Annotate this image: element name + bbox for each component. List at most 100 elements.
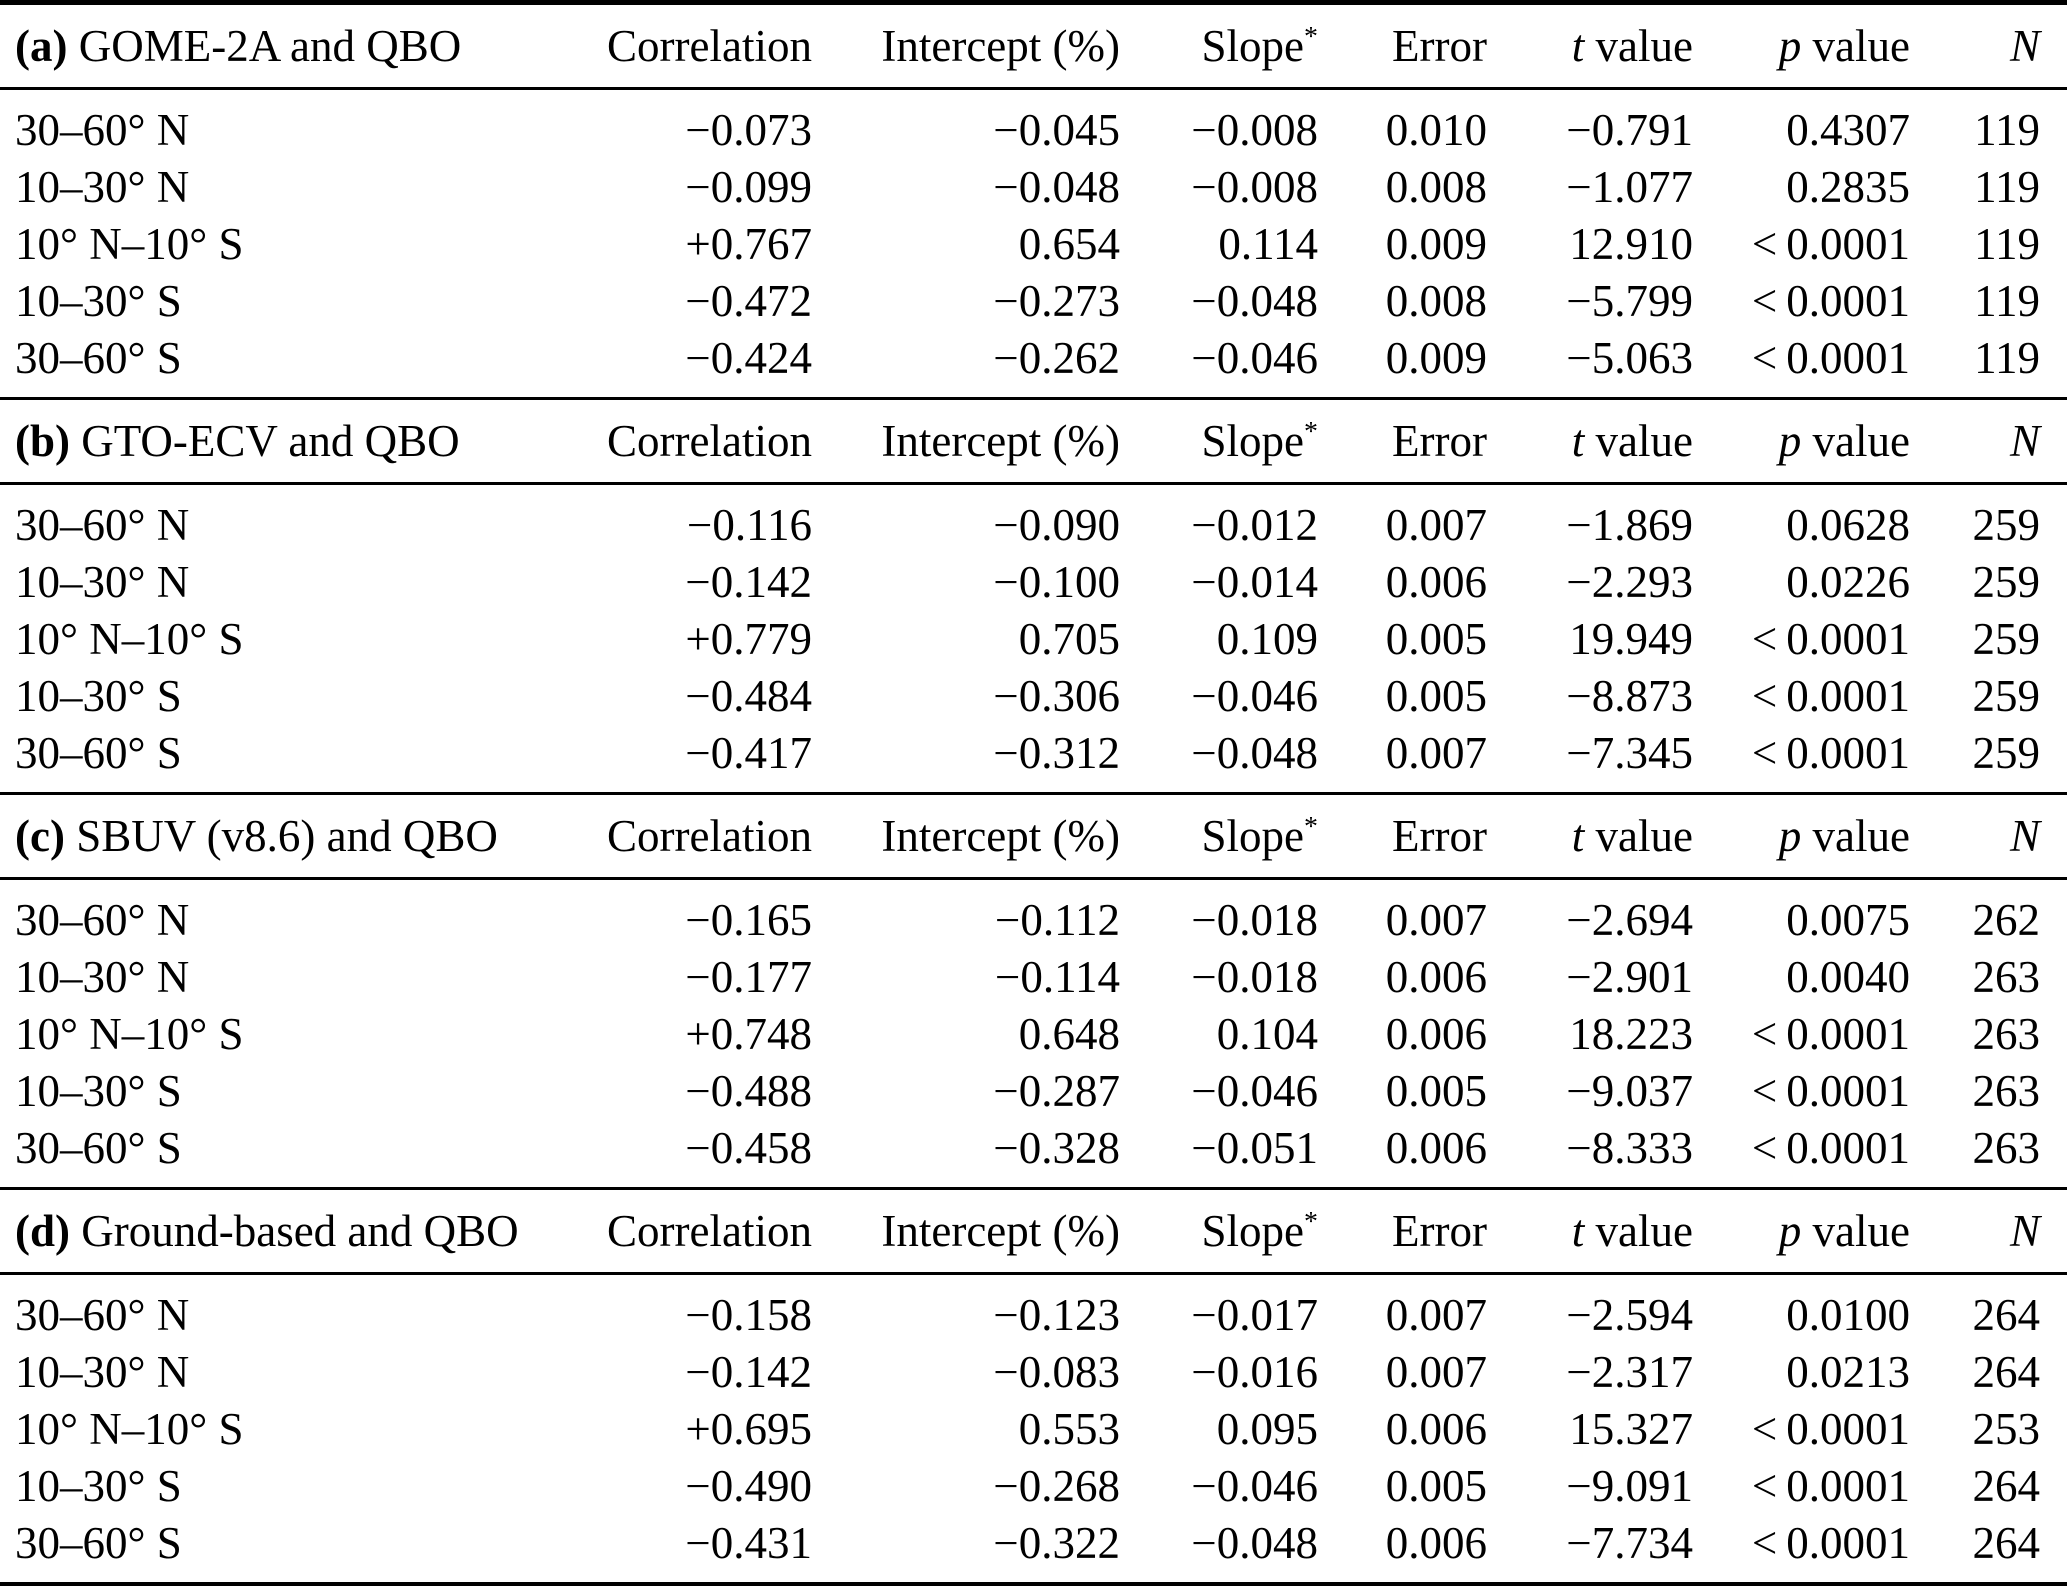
column-header-text: value xyxy=(1584,416,1693,466)
cell-n: 264 xyxy=(1972,1460,2041,1511)
cell-p-value: 0.0040 xyxy=(1786,951,1910,1002)
cell-slope: −0.048 xyxy=(1191,1517,1318,1568)
cell-t-value: −2.293 xyxy=(1566,556,1693,607)
cell-n: 264 xyxy=(1972,1289,2041,1340)
column-header-text: Intercept (%) xyxy=(881,1206,1120,1256)
cell-error: 0.007 xyxy=(1385,499,1487,550)
table-row: 10° N–10° S +0.779 0.705 0.109 0.005 19.949 < … xyxy=(0,610,2067,667)
column-header-text: Intercept (%) xyxy=(881,811,1120,861)
cell-error: 0.008 xyxy=(1385,161,1487,212)
column-header-text: Error xyxy=(1392,1206,1487,1256)
column-header-correlation: Correlation xyxy=(410,3,812,89)
cell-intercept: −0.090 xyxy=(993,499,1120,550)
column-header-symbol: t xyxy=(1571,811,1585,861)
cell-p-value: 0.2835 xyxy=(1786,161,1910,212)
cell-intercept: −0.114 xyxy=(995,951,1120,1002)
column-header-text: Slope xyxy=(1201,416,1305,466)
cell-t-value: 18.223 xyxy=(1569,1008,1693,1059)
cell-t-value: −0.791 xyxy=(1566,104,1693,155)
cell-n: 119 xyxy=(1974,332,2040,383)
cell-error: 0.010 xyxy=(1385,104,1487,155)
cell-intercept: −0.268 xyxy=(993,1460,1120,1511)
row-label: 10° N–10° S xyxy=(15,613,244,664)
cell-n: 253 xyxy=(1972,1403,2041,1454)
cell-intercept: −0.328 xyxy=(993,1122,1120,1173)
table-row: 10–30° S −0.472 −0.273 −0.048 0.008 −5.799 < 0… xyxy=(0,272,2067,329)
cell-intercept: −0.048 xyxy=(993,161,1120,212)
cell-n: 263 xyxy=(1972,1008,2041,1059)
cell-intercept: 0.648 xyxy=(1018,1008,1120,1059)
cell-slope: −0.008 xyxy=(1191,161,1318,212)
cell-correlation: −0.177 xyxy=(685,951,812,1002)
cell-error: 0.007 xyxy=(1385,1289,1487,1340)
cell-n: 259 xyxy=(1972,499,2041,550)
row-label: 10–30° S xyxy=(15,670,182,721)
cell-error: 0.006 xyxy=(1385,951,1487,1002)
cell-p-value: 0.4307 xyxy=(1786,104,1910,155)
cell-correlation: −0.073 xyxy=(685,104,812,155)
table-row: 10–30° N −0.177 −0.114 −0.018 0.006 −2.901 0.0… xyxy=(0,948,2067,1005)
row-label: 10° N–10° S xyxy=(15,218,244,269)
row-label: 30–60° N xyxy=(15,1289,190,1340)
cell-correlation: −0.158 xyxy=(685,1289,812,1340)
column-header-error: Error xyxy=(1318,1189,1487,1274)
table-row: 10–30° S −0.490 −0.268 −0.046 0.005 −9.091 < 0… xyxy=(0,1457,2067,1514)
cell-n: 259 xyxy=(1972,727,2041,778)
cell-n: 263 xyxy=(1972,951,2041,1002)
cell-correlation: −0.431 xyxy=(685,1517,812,1568)
cell-p-value: < 0.0001 xyxy=(1751,1122,1910,1173)
column-header-n: N xyxy=(1910,1189,2067,1274)
column-header-text: Error xyxy=(1392,21,1487,71)
row-label: 30–60° S xyxy=(15,332,182,383)
cell-correlation: −0.458 xyxy=(685,1122,812,1173)
column-header-n: N xyxy=(1910,3,2067,89)
table-row: 30–60° S −0.424 −0.262 −0.046 0.009 −5.063 < 0… xyxy=(0,329,2067,399)
cell-error: 0.007 xyxy=(1385,727,1487,778)
cell-t-value: −5.799 xyxy=(1566,275,1693,326)
cell-intercept: −0.312 xyxy=(993,727,1120,778)
cell-correlation: −0.165 xyxy=(685,894,812,945)
row-label: 10–30° S xyxy=(15,1460,182,1511)
cell-slope: −0.046 xyxy=(1191,1065,1318,1116)
column-header-symbol: t xyxy=(1571,1206,1585,1256)
cell-n: 259 xyxy=(1972,613,2041,664)
section-title-text: GOME-2A and QBO xyxy=(78,21,462,71)
cell-p-value: < 0.0001 xyxy=(1751,1517,1910,1568)
column-header-symbol: t xyxy=(1571,416,1585,466)
column-header-symbol: p xyxy=(1778,811,1802,861)
cell-error: 0.007 xyxy=(1385,894,1487,945)
section-title: (c) SBUV (v8.6) and QBO xyxy=(0,794,498,879)
cell-slope: −0.016 xyxy=(1191,1346,1318,1397)
cell-intercept: 0.553 xyxy=(1018,1403,1120,1454)
cell-correlation: −0.417 xyxy=(685,727,812,778)
column-header-symbol: p xyxy=(1778,1206,1802,1256)
cell-slope: −0.017 xyxy=(1191,1289,1318,1340)
column-header-text: value xyxy=(1801,811,1910,861)
cell-slope: −0.046 xyxy=(1191,1460,1318,1511)
column-header-asterisk: * xyxy=(1304,811,1318,842)
cell-intercept: −0.112 xyxy=(995,894,1120,945)
section-title-text: GTO-ECV and QBO xyxy=(81,416,460,466)
section-title-text: SBUV (v8.6) and QBO xyxy=(76,811,498,861)
column-header-text: Correlation xyxy=(607,21,812,71)
cell-p-value: < 0.0001 xyxy=(1751,218,1910,269)
column-header-symbol: t xyxy=(1571,21,1585,71)
cell-t-value: −2.317 xyxy=(1566,1346,1693,1397)
cell-correlation: +0.695 xyxy=(685,1403,812,1454)
cell-n: 119 xyxy=(1974,161,2040,212)
column-header-symbol: N xyxy=(2009,1206,2040,1256)
column-header-text: Intercept (%) xyxy=(881,21,1120,71)
row-label: 30–60° S xyxy=(15,1517,182,1568)
table-row: 10–30° N −0.142 −0.100 −0.014 0.006 −2.293 0.0… xyxy=(0,553,2067,610)
cell-error: 0.009 xyxy=(1385,332,1487,383)
cell-error: 0.006 xyxy=(1385,1122,1487,1173)
column-header-text: Correlation xyxy=(607,1206,812,1256)
cell-intercept: −0.262 xyxy=(993,332,1120,383)
column-header-text: Slope xyxy=(1201,1206,1305,1256)
cell-p-value: < 0.0001 xyxy=(1751,332,1910,383)
column-header-text: Correlation xyxy=(607,416,812,466)
column-header-asterisk: * xyxy=(1304,1206,1318,1237)
row-label: 10–30° S xyxy=(15,275,182,326)
section-header-row: (c) SBUV (v8.6) and QBO Correlation Interc… xyxy=(0,793,2067,879)
